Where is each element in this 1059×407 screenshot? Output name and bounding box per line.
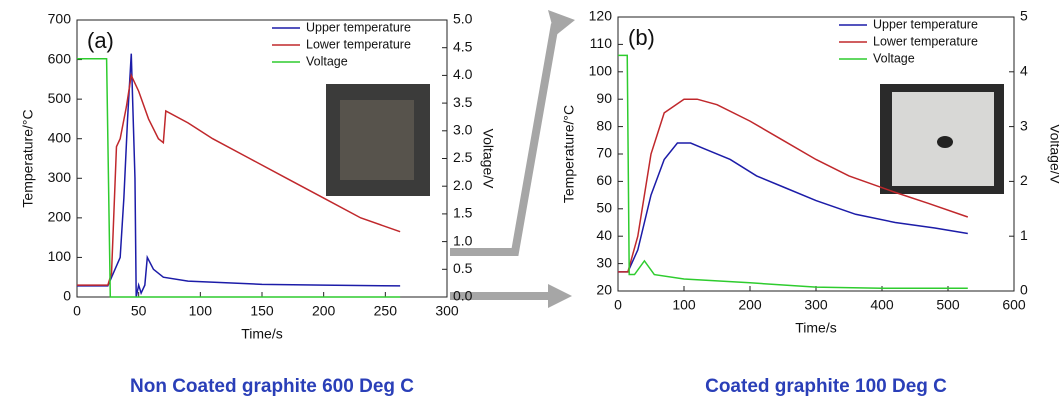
y2-tick-label: 3.0 bbox=[453, 122, 473, 138]
y2-tick-label: 3.5 bbox=[453, 94, 473, 110]
x-tick-label: 500 bbox=[936, 297, 960, 313]
y2-tick-label: 0.5 bbox=[453, 260, 473, 276]
series-line bbox=[77, 53, 401, 298]
panel-label: (a) bbox=[87, 28, 114, 53]
panel-label: (b) bbox=[628, 25, 655, 50]
x-tick-label: 0 bbox=[73, 303, 81, 319]
legend-label: Upper temperature bbox=[306, 20, 411, 34]
x-tick-label: 250 bbox=[374, 303, 398, 319]
y2-tick-label: 4.0 bbox=[453, 66, 473, 82]
y-tick-label: 20 bbox=[596, 282, 612, 298]
caption: Coated graphite 100 Deg C bbox=[705, 376, 947, 397]
y-tick-label: 30 bbox=[596, 254, 612, 270]
y-tick-label: 500 bbox=[48, 90, 72, 106]
y-tick-label: 600 bbox=[48, 50, 72, 66]
series-line bbox=[77, 58, 401, 298]
x-tick-label: 200 bbox=[312, 303, 336, 319]
x-tick-label: 100 bbox=[189, 303, 213, 319]
x-tick-label: 600 bbox=[1002, 297, 1026, 313]
y2-axis-label: Voltage/V bbox=[480, 129, 496, 190]
series-line bbox=[618, 98, 969, 273]
y2-tick-label: 2 bbox=[1020, 172, 1028, 188]
y2-tick-label: 1.5 bbox=[453, 205, 473, 221]
y-tick-label: 300 bbox=[48, 169, 72, 185]
y2-tick-label: 1 bbox=[1020, 227, 1028, 243]
y-tick-label: 400 bbox=[48, 129, 72, 145]
x-tick-label: 50 bbox=[131, 303, 147, 319]
y-tick-label: 0 bbox=[63, 288, 71, 304]
y2-tick-label: 5.0 bbox=[453, 11, 473, 27]
series-line bbox=[618, 142, 968, 273]
inset-photo-detail bbox=[340, 100, 414, 180]
legend-label: Lower temperature bbox=[873, 34, 978, 48]
y2-tick-label: 4.5 bbox=[453, 38, 473, 54]
arrow-head bbox=[548, 284, 572, 308]
y-tick-label: 110 bbox=[590, 35, 613, 51]
y2-tick-label: 2.0 bbox=[453, 177, 473, 193]
y2-tick-label: 2.5 bbox=[453, 149, 473, 165]
y-axis-label: Temperature/°C bbox=[561, 105, 577, 203]
y-tick-label: 100 bbox=[589, 63, 613, 79]
x-tick-label: 400 bbox=[870, 297, 894, 313]
y2-axis-label: Voltage/V bbox=[1047, 124, 1059, 185]
y-axis-label: Temperature/°C bbox=[20, 109, 36, 207]
legend-label: Lower temperature bbox=[306, 37, 411, 51]
x-tick-label: 150 bbox=[250, 303, 274, 319]
y-tick-label: 50 bbox=[596, 200, 612, 216]
legend-label: Voltage bbox=[306, 54, 348, 68]
y-tick-label: 60 bbox=[596, 172, 612, 188]
x-axis-label: Time/s bbox=[795, 320, 836, 336]
x-tick-label: 300 bbox=[435, 303, 459, 319]
y2-tick-label: 3 bbox=[1020, 117, 1028, 133]
y2-tick-label: 5 bbox=[1020, 8, 1028, 24]
legend-label: Voltage bbox=[873, 51, 915, 65]
y-tick-label: 70 bbox=[596, 145, 612, 161]
y2-tick-label: 4 bbox=[1020, 63, 1028, 79]
inset-photo-spot bbox=[937, 136, 953, 148]
x-axis-label: Time/s bbox=[241, 326, 282, 342]
arrow bbox=[450, 23, 559, 256]
x-tick-label: 300 bbox=[804, 297, 828, 313]
y-tick-label: 80 bbox=[596, 117, 612, 133]
series-line bbox=[618, 54, 968, 290]
y2-tick-label: 0.0 bbox=[453, 288, 473, 304]
x-tick-label: 0 bbox=[614, 297, 622, 313]
x-tick-label: 200 bbox=[738, 297, 762, 313]
y-tick-label: 100 bbox=[48, 248, 72, 264]
legend-label: Upper temperature bbox=[873, 17, 978, 31]
x-tick-label: 100 bbox=[672, 297, 696, 313]
caption: Non Coated graphite 600 Deg C bbox=[130, 376, 414, 397]
y-tick-label: 700 bbox=[48, 11, 72, 27]
y-tick-label: 120 bbox=[589, 8, 613, 24]
series-line bbox=[77, 72, 401, 286]
y2-tick-label: 0 bbox=[1020, 282, 1028, 298]
y2-tick-label: 1.0 bbox=[453, 232, 473, 248]
arrow-head bbox=[548, 10, 575, 36]
y-tick-label: 90 bbox=[596, 90, 612, 106]
y-tick-label: 200 bbox=[48, 209, 72, 225]
y-tick-label: 40 bbox=[596, 227, 612, 243]
